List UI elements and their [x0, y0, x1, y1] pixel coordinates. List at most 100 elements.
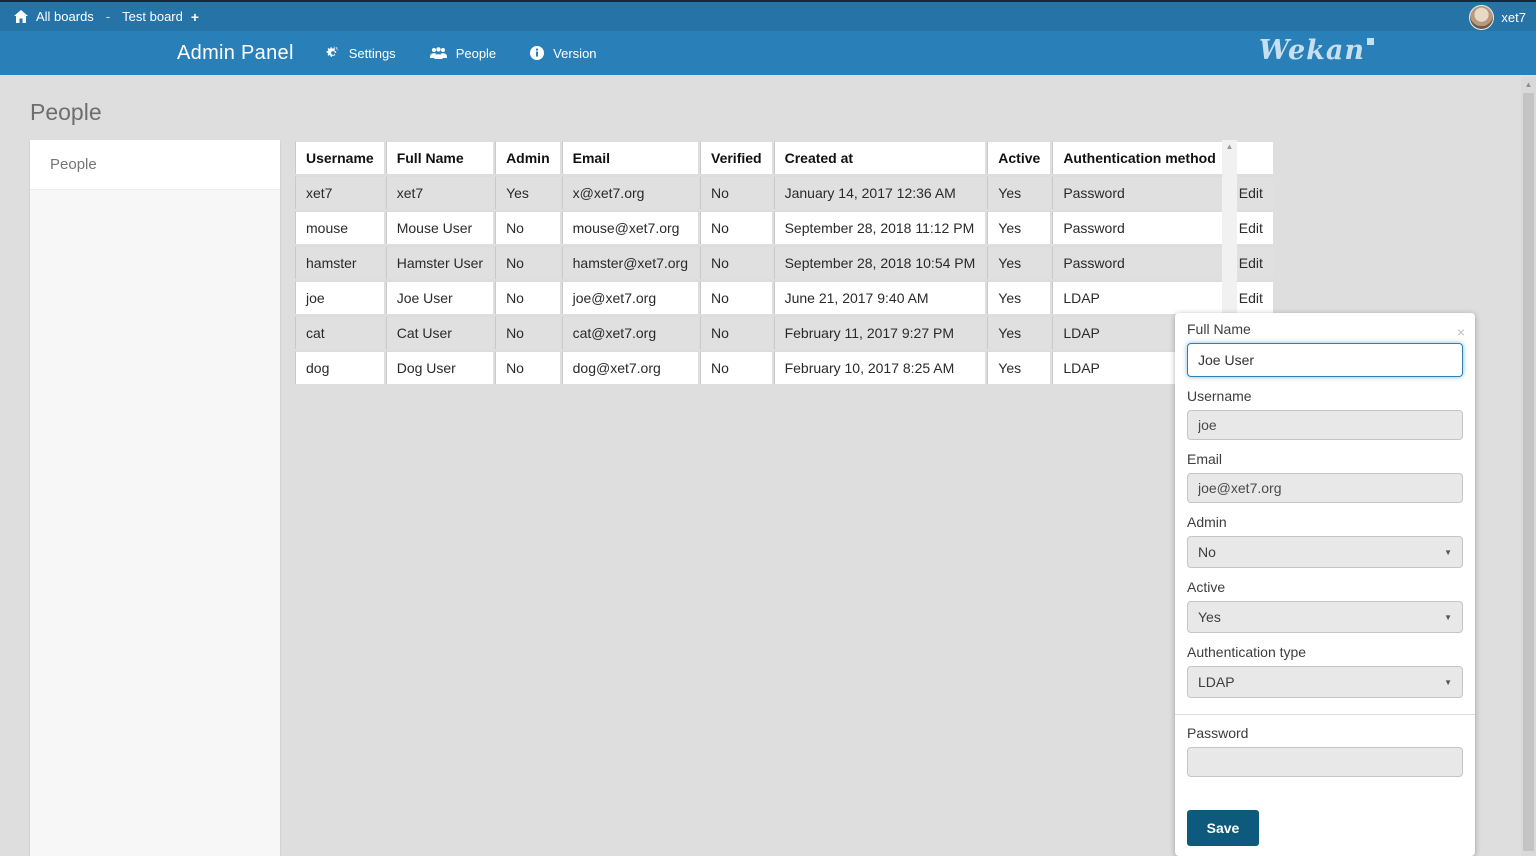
- admin-menu: Settings People Version: [326, 46, 597, 61]
- user-menu[interactable]: xet7: [1469, 2, 1526, 33]
- username-input: [1187, 410, 1463, 440]
- caret-down-icon: ▼: [1444, 677, 1452, 687]
- field-full-name: Full Name: [1187, 321, 1463, 377]
- caret-down-icon: ▼: [1444, 547, 1452, 557]
- admin-label: Admin: [1187, 514, 1227, 530]
- menu-item-settings[interactable]: Settings: [326, 46, 396, 61]
- cell-admin: Yes: [495, 176, 560, 209]
- active-select[interactable]: Yes ▼: [1187, 601, 1463, 633]
- active-select-value: Yes: [1198, 609, 1221, 625]
- col-header-created: Created at: [773, 141, 986, 174]
- cell-admin: No: [495, 246, 560, 279]
- cell-verified: No: [700, 211, 772, 244]
- cell-username: mouse: [295, 211, 384, 244]
- wekan-logo: Wekan: [1259, 35, 1374, 66]
- col-header-fullname: Full Name: [385, 141, 494, 174]
- cell-email: dog@xet7.org: [561, 351, 698, 384]
- auth-type-select[interactable]: LDAP ▼: [1187, 666, 1463, 698]
- cell-created_at: June 21, 2017 9:40 AM: [773, 281, 986, 314]
- cell-created_at: February 10, 2017 8:25 AM: [773, 351, 986, 384]
- full-name-input[interactable]: [1187, 343, 1463, 377]
- people-table-wrap: Username Full Name Admin Email Verified …: [293, 139, 1275, 386]
- page-title: People: [30, 99, 102, 125]
- cell-username: cat: [295, 316, 384, 349]
- cell-full_name: Hamster User: [385, 246, 494, 279]
- add-board-icon[interactable]: +: [190, 8, 200, 25]
- field-active: Active Yes ▼: [1187, 579, 1463, 633]
- cell-auth_method: Password: [1052, 176, 1226, 209]
- edit-user-panel: × Full Name Username Email Admin No ▼ Ac…: [1175, 313, 1475, 856]
- table-row: joe Joe User No joe@xet7.org No June 21, 2017…: [295, 281, 1273, 314]
- save-button[interactable]: Save: [1187, 810, 1259, 846]
- table-row: xet7 xet7 Yes x@xet7.org No January 14, 2017 …: [295, 176, 1273, 209]
- cell-email: joe@xet7.org: [561, 281, 698, 314]
- cell-email: hamster@xet7.org: [561, 246, 698, 279]
- table-row: mouse Mouse User No mouse@xet7.org No Septemb…: [295, 211, 1273, 244]
- edit-link[interactable]: Edit: [1238, 255, 1263, 271]
- col-header-admin: Admin: [495, 141, 560, 174]
- caret-down-icon: ▼: [1444, 612, 1452, 622]
- table-row: hamster Hamster User No hamster@xet7.org No S…: [295, 246, 1273, 279]
- people-table-body: xet7 xet7 Yes x@xet7.org No January 14, 2017 …: [295, 176, 1273, 384]
- col-header-username: Username: [295, 141, 384, 174]
- admin-select[interactable]: No ▼: [1187, 536, 1463, 568]
- cell-active: Yes: [987, 246, 1051, 279]
- user-name: xet7: [1501, 10, 1526, 25]
- cell-full_name: Cat User: [385, 316, 494, 349]
- cell-active: Yes: [987, 176, 1051, 209]
- cell-verified: No: [700, 281, 772, 314]
- cell-username: dog: [295, 351, 384, 384]
- gear-icon: [326, 46, 340, 60]
- breadcrumb-board-name[interactable]: Test board: [122, 9, 183, 24]
- col-header-email: Email: [561, 141, 698, 174]
- scrollbar-thumb[interactable]: [1523, 93, 1534, 851]
- active-label: Active: [1187, 579, 1226, 595]
- menu-label-settings: Settings: [348, 45, 396, 61]
- admin-select-value: No: [1198, 544, 1216, 560]
- people-table: Username Full Name Admin Email Verified …: [293, 139, 1275, 386]
- cell-username: xet7: [295, 176, 384, 209]
- edit-link[interactable]: Edit: [1238, 290, 1263, 306]
- breadcrumb-all-boards[interactable]: All boards: [36, 9, 94, 24]
- password-label: Password: [1187, 725, 1249, 741]
- cell-admin: No: [495, 211, 560, 244]
- edit-link[interactable]: Edit: [1238, 220, 1263, 236]
- cell-admin: No: [495, 316, 560, 349]
- people-icon: [429, 46, 447, 60]
- menu-label-version: Version: [553, 45, 597, 61]
- sidebar-item-people[interactable]: People: [30, 140, 280, 190]
- admin-navbar: Admin Panel Settings People Version: [0, 31, 1536, 75]
- scroll-up-icon[interactable]: ▲: [1524, 80, 1533, 89]
- cell-email: mouse@xet7.org: [561, 211, 698, 244]
- avatar[interactable]: [1469, 5, 1495, 30]
- close-icon[interactable]: ×: [1456, 324, 1465, 340]
- info-icon: [530, 46, 545, 60]
- cell-created_at: January 14, 2017 12:36 AM: [773, 176, 986, 209]
- menu-item-people[interactable]: People: [429, 46, 496, 61]
- admin-panel-title: Admin Panel: [177, 41, 294, 64]
- col-header-verified: Verified: [700, 141, 772, 174]
- cell-auth_method: Password: [1052, 211, 1226, 244]
- cell-username: hamster: [295, 246, 384, 279]
- breadcrumb-bar: All boards - Test board + xet7: [0, 0, 1536, 31]
- menu-item-version[interactable]: Version: [530, 45, 597, 61]
- wekan-logo-dot: [1367, 38, 1374, 45]
- field-username: Username: [1187, 388, 1463, 440]
- email-input: [1187, 473, 1463, 503]
- field-auth-type: Authentication type LDAP ▼: [1187, 644, 1463, 698]
- edit-link[interactable]: Edit: [1238, 185, 1263, 201]
- cell-verified: No: [700, 316, 772, 349]
- cell-auth_method: Password: [1052, 246, 1226, 279]
- cell-admin: No: [495, 351, 560, 384]
- home-icon[interactable]: [14, 10, 28, 23]
- cell-active: Yes: [987, 281, 1051, 314]
- cell-email: cat@xet7.org: [561, 316, 698, 349]
- scroll-up-icon[interactable]: ▲: [1225, 142, 1234, 151]
- sidebar-item-label: People: [50, 156, 97, 173]
- cell-created_at: September 28, 2018 11:12 PM: [773, 211, 986, 244]
- sidebar: People: [30, 140, 280, 856]
- breadcrumb-separator: -: [105, 9, 111, 24]
- password-input[interactable]: [1187, 747, 1463, 777]
- window-scrollbar[interactable]: ▲: [1521, 77, 1536, 856]
